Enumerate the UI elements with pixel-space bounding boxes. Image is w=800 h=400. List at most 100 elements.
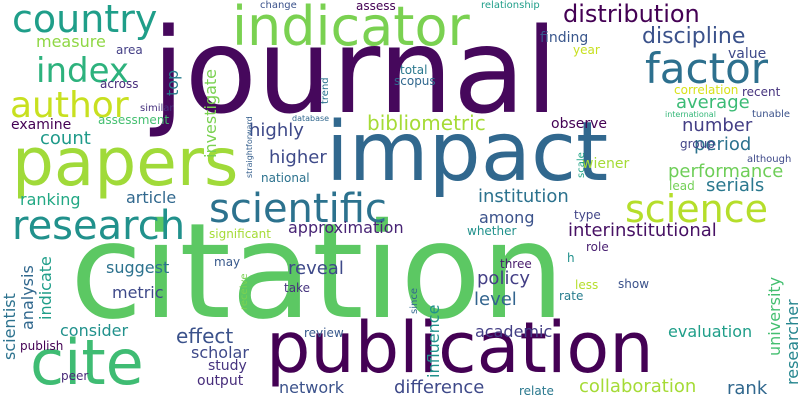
word-country: country — [12, 0, 158, 41]
word-national: national — [261, 171, 310, 185]
word-since: since — [409, 288, 420, 314]
word-institution: institution — [478, 186, 569, 207]
word-scale: scale — [576, 152, 587, 178]
word-network: network — [279, 378, 344, 397]
word-significant: significant — [209, 227, 271, 241]
word-researcher: researcher — [783, 299, 800, 385]
word-metric: metric — [112, 283, 164, 302]
word-university: university — [765, 276, 784, 356]
word-suggest: suggest — [106, 258, 170, 277]
word-across: across — [100, 77, 139, 91]
word-top: top — [163, 69, 182, 96]
word-international: international — [665, 110, 716, 119]
word-wiener: wiener — [582, 156, 630, 172]
word-serials: serials — [706, 175, 765, 196]
word-tunable: tunable — [752, 109, 791, 120]
word-indicator: indicator — [232, 0, 470, 58]
word-cite: cite — [30, 326, 144, 399]
word-take: take — [284, 281, 310, 295]
word-discipline: discipline — [642, 24, 746, 49]
word-observe: observe — [551, 116, 608, 132]
word-period: period — [694, 134, 752, 155]
word-peer: peer — [61, 369, 89, 383]
word-study: study — [208, 358, 247, 374]
word-trend: trend — [320, 77, 331, 104]
word-interinstitutional: interinstitutional — [568, 220, 717, 241]
word-may: may — [214, 255, 241, 269]
word-rank: rank — [727, 378, 768, 399]
word-review: review — [304, 326, 344, 340]
word-receive: receive — [239, 273, 250, 310]
word-investigate: investigate — [201, 68, 220, 158]
word-journal: journal — [152, 2, 559, 140]
word-analysis: analysis — [18, 265, 37, 330]
word-higher: higher — [269, 147, 327, 168]
word-publish: publish — [20, 339, 64, 353]
word-scopus: scopus — [394, 74, 436, 88]
word-academic: academic — [475, 322, 553, 341]
word-papers: papers — [12, 124, 239, 201]
word-effect: effect — [176, 324, 234, 348]
word-policy: policy — [477, 268, 530, 289]
word-similar: similar — [140, 103, 174, 114]
word-type: type — [574, 208, 601, 222]
word-approximation: approximation — [288, 218, 404, 237]
word-scientific: scientific — [209, 186, 387, 232]
word-consider: consider — [60, 321, 129, 340]
word-less: less — [575, 278, 599, 292]
word-evaluation: evaluation — [668, 322, 753, 341]
word-count: count — [40, 128, 91, 149]
word-ranking: ranking — [20, 190, 81, 209]
word-value: value — [728, 46, 767, 62]
word-relationship: relationship — [481, 0, 540, 11]
word-area: area — [116, 43, 143, 57]
word-total: total — [400, 63, 428, 77]
word-straightforward: straightforward — [245, 116, 254, 178]
word-factor: factor — [645, 44, 769, 93]
word-h: h — [567, 251, 575, 265]
word-relate: relate — [519, 384, 554, 398]
word-scientist: scientist — [0, 293, 19, 360]
word-examine: examine — [11, 117, 72, 133]
word-article: article — [126, 188, 177, 207]
word-index: index — [36, 51, 130, 91]
word-three: three — [500, 257, 532, 271]
word-level: level — [474, 289, 517, 310]
word-correlation: correlation — [674, 83, 739, 97]
word-influence: influence — [424, 304, 443, 378]
word-whether: whether — [467, 224, 517, 238]
word-change: change — [260, 0, 297, 11]
word-show: show — [618, 277, 650, 291]
word-publication: publication — [266, 307, 654, 389]
word-citation: citation — [70, 195, 565, 349]
word-role: role — [586, 240, 609, 254]
word-distribution: distribution — [563, 0, 700, 28]
word-number: number — [682, 115, 753, 136]
word-impact: impact — [326, 105, 609, 200]
word-science: science — [625, 187, 768, 231]
word-indicate: indicate — [36, 256, 55, 320]
word-bibliometric: bibliometric — [367, 111, 486, 135]
word-lead: lead — [669, 179, 695, 193]
word-research: research — [12, 203, 186, 249]
word-scholar: scholar — [191, 343, 249, 362]
word-reveal: reveal — [288, 258, 344, 279]
word-difference: difference — [394, 377, 485, 398]
word-average: average — [676, 92, 750, 113]
word-database: database — [292, 114, 330, 123]
word-assessment: assessment — [98, 113, 170, 127]
word-recent: recent — [742, 85, 781, 99]
word-rate: rate — [559, 289, 584, 303]
word-measure: measure — [36, 32, 106, 51]
word-group: group — [680, 137, 715, 151]
word-highly: highly — [249, 120, 304, 141]
word-although: although — [747, 154, 792, 165]
word-finding: finding — [540, 30, 589, 46]
word-year: year — [573, 43, 600, 57]
word-assess: assess — [356, 0, 396, 13]
word-collaboration: collaboration — [579, 376, 697, 397]
word-author: author — [10, 85, 129, 126]
word-among: among — [479, 208, 535, 227]
word-performance: performance — [668, 161, 784, 182]
